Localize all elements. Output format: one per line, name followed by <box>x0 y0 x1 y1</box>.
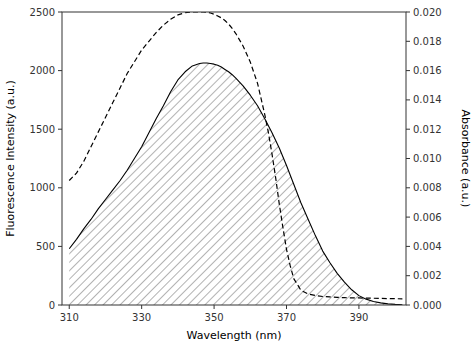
y-tick-label: 2500 <box>30 7 55 18</box>
y2-tick <box>406 70 410 71</box>
x-tick-label: 370 <box>277 312 296 323</box>
y-tick <box>58 12 62 13</box>
line <box>69 12 402 299</box>
x-tick-label: 390 <box>349 312 368 323</box>
y2-tick-label: 0.020 <box>413 7 442 18</box>
y2-tick-label: 0.000 <box>413 300 442 311</box>
x-axis-label: Wavelength (nm) <box>186 329 281 342</box>
y2-tick-label: 0.006 <box>413 212 442 223</box>
y2-tick-label: 0.010 <box>413 153 442 164</box>
x-tick-label: 350 <box>205 312 224 323</box>
y2-tick <box>406 158 410 159</box>
y2-tick <box>406 129 410 130</box>
y-tick-label: 0 <box>49 300 55 311</box>
y2-tick-label: 0.004 <box>413 241 442 252</box>
y2-tick <box>406 217 410 218</box>
y2-tick <box>406 12 410 13</box>
area-fill <box>69 63 402 305</box>
y-tick-label: 1000 <box>30 182 55 193</box>
y2-tick-label: 0.002 <box>413 270 442 281</box>
y-axis-label: Fluorescence Intensity (a.u.) <box>4 80 17 237</box>
y2-tick <box>406 305 410 306</box>
y-tick <box>58 246 62 247</box>
y2-tick-label: 0.014 <box>413 94 442 105</box>
plot-frame <box>62 12 406 305</box>
y2-tick <box>406 246 410 247</box>
y-tick-label: 500 <box>36 241 55 252</box>
chart: 310 330 350 370 390 0 500 1000 1500 2000 2500 0.000… <box>0 0 474 349</box>
y-tick <box>58 129 62 130</box>
y-tick-label: 1500 <box>30 124 55 135</box>
x-tick <box>286 305 287 309</box>
y2-tick <box>406 187 410 188</box>
y-tick <box>58 187 62 188</box>
y2-tick-label: 0.016 <box>413 65 442 76</box>
y-tick <box>58 70 62 71</box>
x-tick-label: 310 <box>60 312 79 323</box>
y-tick <box>58 305 62 306</box>
y2-tick <box>406 41 410 42</box>
x-tick <box>358 305 359 309</box>
x-tick <box>214 305 215 309</box>
y2-tick <box>406 275 410 276</box>
plot-area <box>69 12 402 305</box>
y2-tick-label: 0.018 <box>413 36 442 47</box>
area-line <box>69 63 402 305</box>
y2-axis-label: Absorbance (a.u.) <box>459 110 472 208</box>
y-tick-label: 2000 <box>30 65 55 76</box>
y2-tick <box>406 99 410 100</box>
x-tick-label: 330 <box>132 312 151 323</box>
x-tick <box>141 305 142 309</box>
y2-tick-label: 0.012 <box>413 124 442 135</box>
axes: 310 330 350 370 390 0 500 1000 1500 2000 2500 0.000… <box>30 7 442 324</box>
y2-tick-label: 0.008 <box>413 182 442 193</box>
x-tick <box>69 305 70 309</box>
